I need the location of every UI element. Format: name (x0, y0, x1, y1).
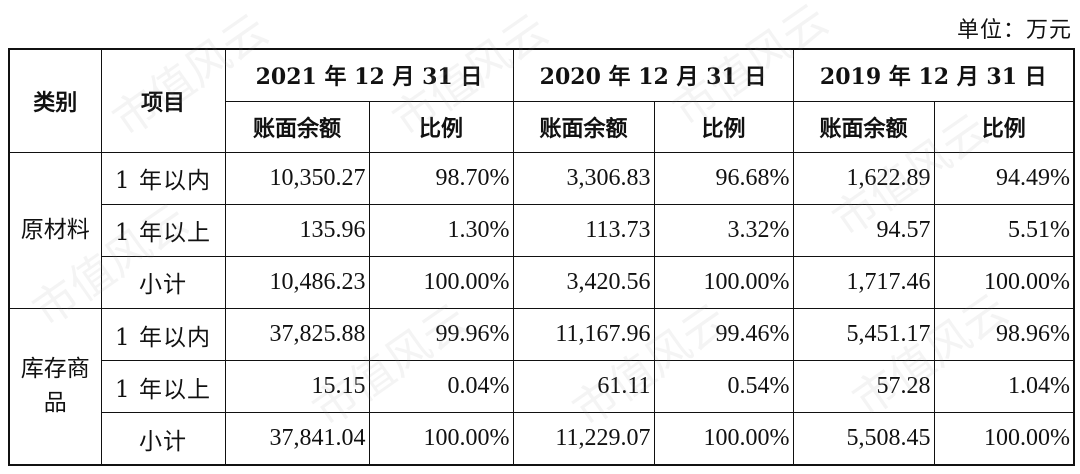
item-cell: 小计 (100, 255, 226, 309)
balance-cell: 1,717.46 (792, 255, 935, 309)
ratio-cell: 99.96% (368, 307, 514, 362)
table-row-subtotal: 小计 37,841.04 100.00% 11,229.07 100.00% 5… (9, 412, 1075, 466)
balance-cell: 10,350.27 (224, 151, 370, 205)
header-ratio-2020: 比例 (653, 100, 794, 153)
balance-cell: 113.73 (512, 203, 655, 257)
balance-cell: 94.57 (792, 203, 935, 257)
header-period-2019: 2019 年 12 月 31 日 (792, 48, 1075, 102)
header-period-2020: 2020 年 12 月 31 日 (512, 48, 794, 102)
balance-cell: 11,167.96 (512, 307, 655, 362)
ratio-cell: 94.49% (933, 151, 1075, 205)
ratio-cell: 100.00% (368, 255, 514, 309)
balance-cell: 5,451.17 (792, 307, 935, 362)
table-row: 1 年以上 135.96 1.30% 113.73 3.32% 94.57 5.… (9, 203, 1075, 257)
balance-cell: 15.15 (224, 360, 370, 414)
header-row-dates: 类别 项目 2021 年 12 月 31 日 2020 年 12 月 31 日 … (8, 48, 1075, 153)
ratio-cell: 100.00% (933, 412, 1075, 466)
ratio-cell: 1.04% (933, 360, 1075, 414)
ratio-cell: 99.46% (653, 307, 794, 362)
ratio-cell: 0.54% (653, 360, 794, 414)
ratio-cell: 1.30% (368, 203, 514, 257)
balance-cell: 37,825.88 (224, 307, 370, 362)
item-cell: 1 年以内 (100, 307, 226, 362)
balance-cell: 37,841.04 (224, 412, 370, 466)
header-balance-2019: 账面余额 (792, 100, 935, 153)
balance-cell: 5,508.45 (792, 412, 935, 466)
table-row-subtotal: 小计 10,486.23 100.00% 3,420.56 100.00% 1,… (9, 255, 1075, 309)
item-cell: 1 年以上 (100, 203, 226, 257)
header-ratio-2019: 比例 (933, 100, 1075, 153)
ratio-cell: 5.51% (933, 203, 1075, 257)
category-cell: 原材料 (8, 151, 102, 309)
balance-cell: 10,486.23 (224, 255, 370, 309)
ratio-cell: 0.04% (368, 360, 514, 414)
balance-cell: 57.28 (792, 360, 935, 414)
ratio-cell: 98.96% (933, 307, 1075, 362)
balance-cell: 135.96 (224, 203, 370, 257)
header-period-2021: 2021 年 12 月 31 日 (224, 48, 514, 102)
header-balance-2020: 账面余额 (512, 100, 655, 153)
ratio-cell: 100.00% (653, 412, 794, 466)
inventory-aging-table: 类别 项目 2021 年 12 月 31 日 2020 年 12 月 31 日 … (8, 48, 1076, 466)
ratio-cell: 3.32% (653, 203, 794, 257)
balance-cell: 1,622.89 (792, 151, 935, 205)
ratio-cell: 100.00% (368, 412, 514, 466)
header-balance-2021: 账面余额 (224, 100, 370, 153)
balance-cell: 11,229.07 (512, 412, 655, 466)
ratio-cell: 96.68% (653, 151, 794, 205)
category-cell: 库存商品 (8, 307, 102, 466)
header-ratio-2021: 比例 (368, 100, 514, 153)
item-cell: 小计 (100, 412, 226, 466)
header-category: 类别 (8, 48, 102, 153)
ratio-cell: 100.00% (653, 255, 794, 309)
table-row: 原材料 1 年以内 10,350.27 98.70% 3,306.83 96.6… (8, 151, 1075, 309)
unit-note: 单位：万元 (956, 18, 1072, 43)
ratio-cell: 100.00% (933, 255, 1075, 309)
item-cell: 1 年以上 (100, 360, 226, 414)
header-item: 项目 (100, 48, 226, 153)
balance-cell: 3,420.56 (512, 255, 655, 309)
ratio-cell: 98.70% (368, 151, 514, 205)
table-row: 1 年以上 15.15 0.04% 61.11 0.54% 57.28 1.04… (9, 360, 1075, 414)
table-row: 库存商品 1 年以内 37,825.88 99.96% 11,167.96 99… (8, 307, 1075, 466)
item-cell: 1 年以内 (100, 151, 226, 205)
balance-cell: 61.11 (512, 360, 655, 414)
balance-cell: 3,306.83 (512, 151, 655, 205)
